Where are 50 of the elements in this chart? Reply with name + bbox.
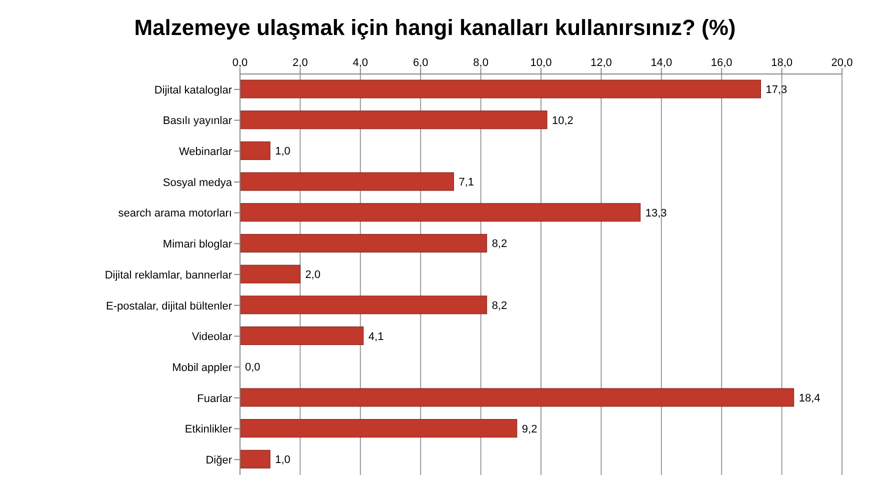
bar xyxy=(240,141,270,160)
x-tick-label: 16,0 xyxy=(710,57,732,69)
data-label: 13,3 xyxy=(645,207,667,220)
y-tick-label: Webinarlar xyxy=(179,146,232,158)
bar xyxy=(240,326,364,346)
x-tick-label: 20,0 xyxy=(831,57,853,69)
x-tick-label: 2,0 xyxy=(292,57,308,69)
data-label: 4,1 xyxy=(368,330,384,343)
x-tick-label: 18,0 xyxy=(771,57,793,69)
y-tick-label: Dijital kataloglar xyxy=(154,84,232,96)
y-tick-label: Videolar xyxy=(192,331,232,344)
bar xyxy=(240,419,518,438)
data-label: 17,3 xyxy=(766,84,788,96)
y-tick-label: search arama motorları xyxy=(118,208,232,220)
bar xyxy=(240,172,454,191)
data-label: 1,0 xyxy=(275,454,290,466)
bar xyxy=(240,388,794,407)
x-tick-label: 8,0 xyxy=(473,57,488,69)
bar xyxy=(240,296,488,314)
bar xyxy=(240,264,300,284)
x-tick-label: 4,0 xyxy=(352,57,368,69)
bar xyxy=(240,203,641,222)
data-label: 18,4 xyxy=(798,392,820,404)
bar xyxy=(240,234,488,252)
data-label: 0,0 xyxy=(245,362,260,374)
x-tick-label: 12,0 xyxy=(590,57,612,69)
x-tick-label: 0,0 xyxy=(232,57,248,69)
x-tick-label: 14,0 xyxy=(650,57,672,69)
y-tick-label: Dijital reklamlar, bannerlar xyxy=(104,269,232,282)
y-tick-label: Basılı yayınlar xyxy=(162,115,232,128)
y-tick-label: Diğer xyxy=(206,454,232,466)
y-tick-label: Mobil appler xyxy=(172,362,232,374)
y-tick-label: Sosyal medya xyxy=(162,176,233,189)
data-label: 10,2 xyxy=(552,114,574,127)
bar xyxy=(240,110,548,130)
y-tick-label: E-postalar, dijital bültenler xyxy=(106,300,232,312)
x-tick-label: 6,0 xyxy=(412,57,428,69)
data-label: 1,0 xyxy=(275,146,290,158)
data-label: 7,1 xyxy=(458,176,474,189)
data-label: 8,2 xyxy=(492,300,508,312)
y-tick-label: Etkinlikler xyxy=(184,424,232,436)
y-tick-label: Mimari bloglar xyxy=(162,238,232,251)
bar xyxy=(240,450,270,468)
x-tick-label: 10,0 xyxy=(530,57,552,69)
y-tick-label: Fuarlar xyxy=(197,392,232,405)
data-label: 2,0 xyxy=(305,269,320,282)
data-label: 8,2 xyxy=(492,238,508,250)
chart-title: Malzemeye ulaşmak için hangi kanalları kullanırsınız? (%) xyxy=(133,14,737,42)
data-label: 9,2 xyxy=(522,423,538,436)
bar xyxy=(240,80,761,98)
